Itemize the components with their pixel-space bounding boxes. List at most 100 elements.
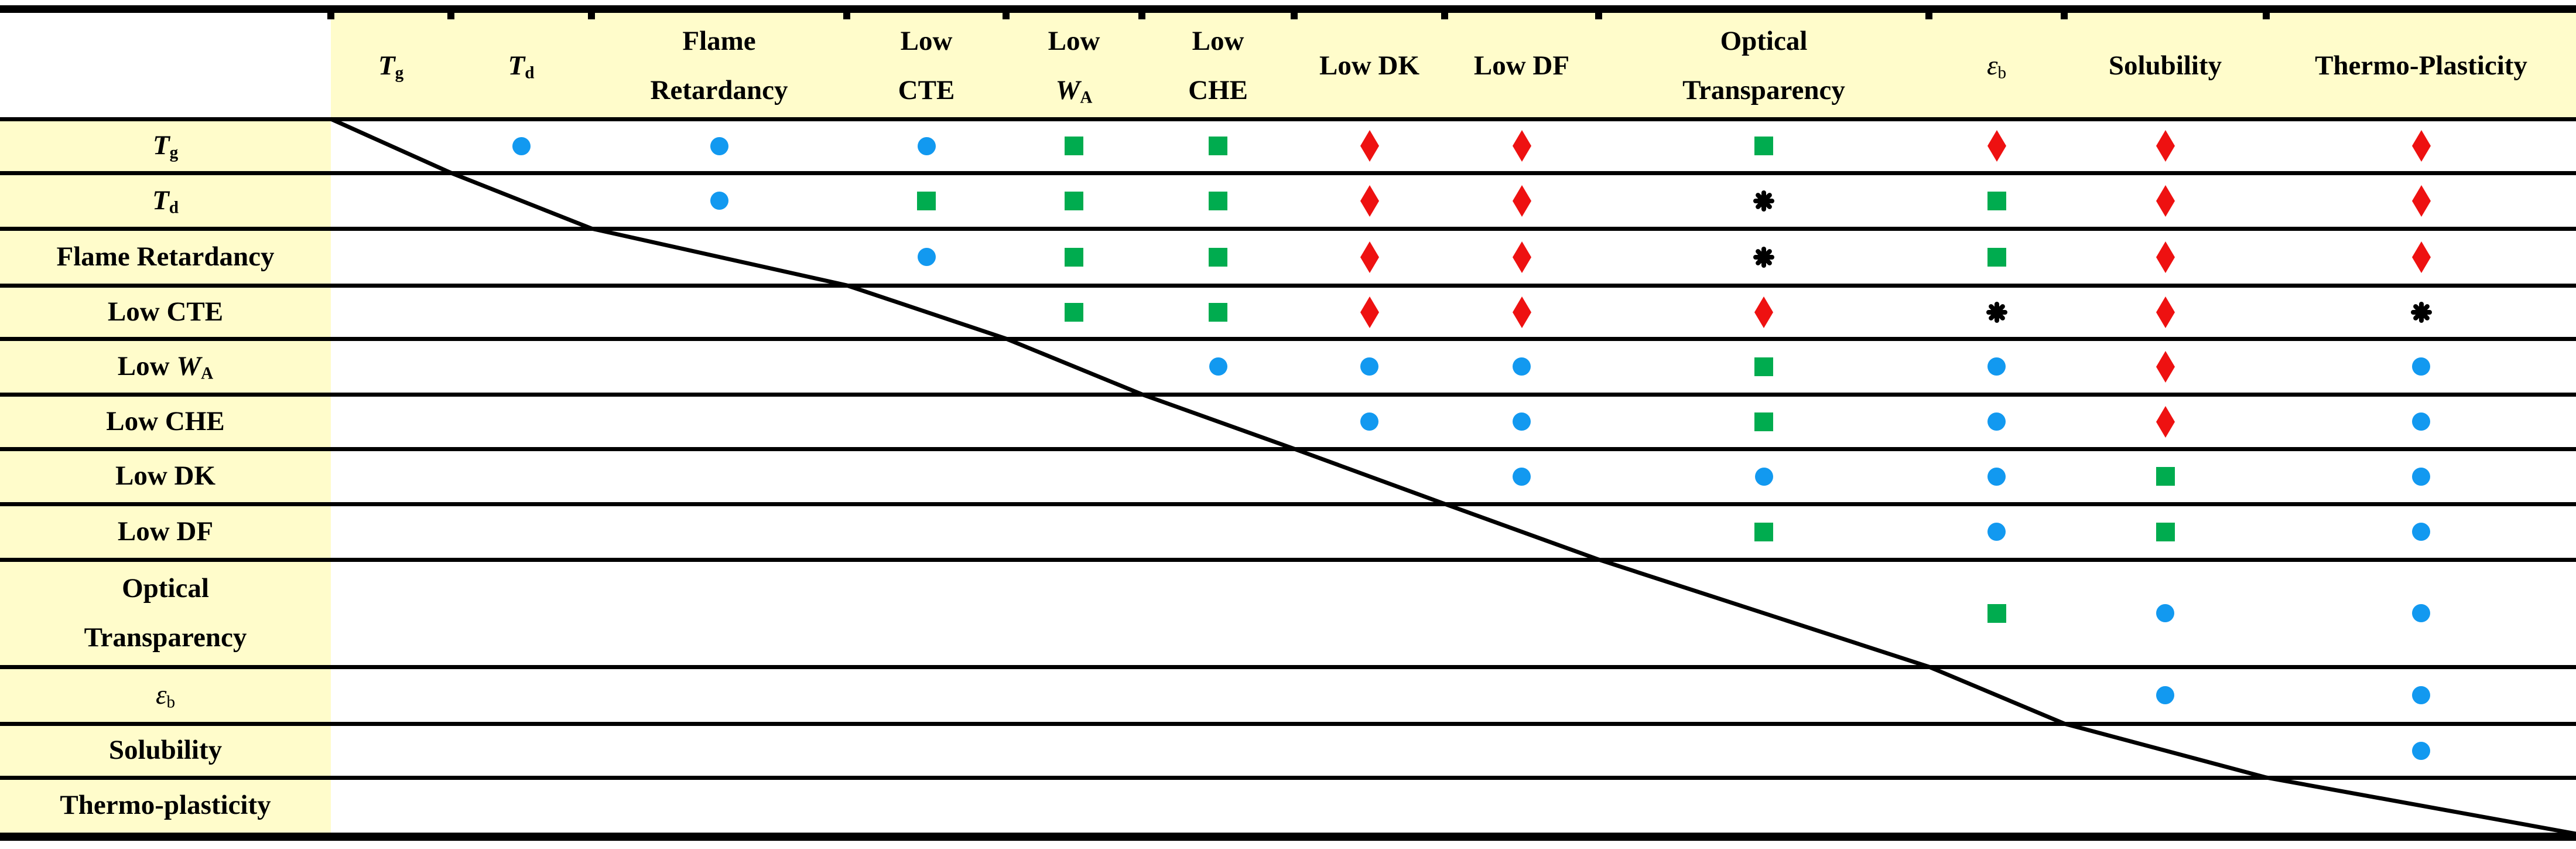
red-diamond-icon bbox=[2156, 405, 2175, 438]
header-label-line: Low CHE bbox=[106, 397, 224, 446]
blue-circle-icon bbox=[2412, 467, 2430, 486]
header-label-segment: Low bbox=[1048, 25, 1100, 56]
matrix-cell-r2-c8 bbox=[1599, 229, 1929, 285]
header-label-segment: Optical bbox=[122, 572, 209, 603]
matrix-cell-r0-c5 bbox=[1142, 119, 1294, 173]
blue-circle-icon bbox=[2412, 686, 2430, 704]
column-boundary-tick bbox=[1441, 13, 1448, 19]
row-header-6: Low DK bbox=[0, 449, 331, 504]
blue-circle-icon bbox=[2412, 357, 2430, 376]
matrix-cell-r1-c11 bbox=[2266, 173, 2576, 229]
green-square-icon bbox=[1065, 137, 1083, 155]
red-diamond-icon bbox=[1754, 296, 1773, 328]
matrix-cell-r5-c9 bbox=[1929, 394, 2064, 449]
header-label-line: Solubility bbox=[109, 726, 222, 775]
matrix-cell-r4-c5 bbox=[1142, 339, 1294, 394]
matrix-cell-r2-c7 bbox=[1445, 229, 1599, 285]
matrix-cell-r4-c8 bbox=[1599, 339, 1929, 394]
matrix-cell-r5-c8 bbox=[1599, 394, 1929, 449]
column-boundary-tick bbox=[1138, 13, 1145, 19]
red-diamond-icon bbox=[2156, 185, 2175, 217]
matrix-cell-r7-c10 bbox=[2064, 504, 2266, 560]
header-label: εb bbox=[156, 671, 175, 720]
header-label-segment: b bbox=[166, 693, 176, 712]
header-label-line: Tg bbox=[378, 42, 403, 91]
matrix-cell-r2-c9 bbox=[1929, 229, 2064, 285]
header-label-segment: Thermo-Plasticity bbox=[2315, 50, 2527, 81]
header-label-line: Low DK bbox=[115, 452, 215, 501]
header-label-segment: Low DK bbox=[1319, 50, 1420, 81]
matrix-cell-r5-c10 bbox=[2064, 394, 2266, 449]
header-label-line: Transparency bbox=[84, 613, 247, 663]
matrix-cell-r4-c9 bbox=[1929, 339, 2064, 394]
green-square-icon bbox=[1209, 137, 1227, 155]
green-square-icon bbox=[1754, 522, 1773, 541]
column-boundary-tick bbox=[2263, 13, 2270, 19]
header-label: Tg bbox=[153, 121, 178, 171]
column-boundary-tick bbox=[1291, 13, 1298, 19]
column-header-5: Low CHE bbox=[1142, 13, 1294, 119]
column-boundary-tick bbox=[2061, 13, 2068, 19]
green-square-icon bbox=[1987, 603, 2006, 623]
header-label-segment: Low DF bbox=[1473, 50, 1570, 81]
table-bottom-border bbox=[0, 833, 2576, 841]
matrix-cell-r2-c4 bbox=[1006, 229, 1142, 285]
blue-circle-icon bbox=[2156, 686, 2174, 704]
row-header-0: Tg bbox=[0, 119, 331, 173]
matrix-cell-r2-c6 bbox=[1294, 229, 1445, 285]
matrix-cell-r2-c11 bbox=[2266, 229, 2576, 285]
matrix-cell-r5-c7 bbox=[1445, 394, 1599, 449]
blue-circle-icon bbox=[917, 137, 936, 155]
matrix-cell-r7-c8 bbox=[1599, 504, 1929, 560]
green-square-icon bbox=[2156, 467, 2175, 486]
row-header-3: Low CTE bbox=[0, 285, 331, 339]
header-label-line: Low DF bbox=[118, 507, 213, 557]
blue-circle-icon bbox=[2412, 412, 2430, 431]
header-label-segment: Low bbox=[117, 350, 177, 381]
matrix-cell-r3-c5 bbox=[1142, 285, 1294, 339]
blue-circle-icon bbox=[1513, 357, 1531, 376]
header-label-segment: Optical bbox=[1720, 25, 1808, 56]
header-label-line: εb bbox=[1987, 42, 2006, 91]
column-boundary-tick bbox=[1925, 13, 1932, 19]
matrix-cell-r6-c8 bbox=[1599, 449, 1929, 504]
matrix-cell-r1-c4 bbox=[1006, 173, 1142, 229]
black-asterisk-icon bbox=[2410, 301, 2433, 323]
column-header-4: Low WA bbox=[1006, 13, 1142, 119]
matrix-cell-r1-c2 bbox=[591, 173, 847, 229]
header-label: Low DK bbox=[115, 452, 215, 501]
green-square-icon bbox=[1209, 247, 1227, 267]
header-label-segment: A bbox=[201, 364, 214, 383]
matrix-cell-r1-c6 bbox=[1294, 173, 1445, 229]
header-label-line: Solubility bbox=[2109, 42, 2222, 91]
header-label: Low DK bbox=[1319, 42, 1419, 91]
header-label-segment: Flame bbox=[682, 25, 756, 56]
red-diamond-icon bbox=[2411, 185, 2431, 217]
header-label: Td bbox=[152, 176, 179, 226]
column-header-11: Thermo-Plasticity bbox=[2266, 13, 2576, 119]
header-label: Low CTE bbox=[898, 17, 955, 115]
red-diamond-icon bbox=[1512, 296, 1531, 328]
blue-circle-icon bbox=[512, 137, 531, 155]
matrix-cell-r0-c1 bbox=[451, 119, 591, 173]
matrix-cell-r5-c6 bbox=[1294, 394, 1445, 449]
matrix-cell-r8-c9 bbox=[1929, 560, 2064, 667]
header-label: εb bbox=[1987, 42, 2006, 91]
column-header-9: εb bbox=[1929, 13, 2064, 119]
header-label-segment: W bbox=[1055, 74, 1080, 105]
red-diamond-icon bbox=[1512, 185, 1531, 217]
matrix-cell-r1-c5 bbox=[1142, 173, 1294, 229]
green-square-icon bbox=[1987, 191, 2006, 210]
header-label-segment: T bbox=[508, 50, 525, 81]
matrix-cell-r0-c3 bbox=[847, 119, 1006, 173]
header-label-segment: Transparency bbox=[1682, 74, 1845, 105]
header-label: Optical Transparency bbox=[84, 564, 247, 662]
green-square-icon bbox=[1209, 302, 1227, 322]
header-label-segment: b bbox=[1997, 63, 2007, 83]
green-square-icon bbox=[1987, 247, 2006, 267]
header-label-line: Transparency bbox=[1682, 66, 1845, 115]
green-square-icon bbox=[1065, 302, 1083, 322]
matrix-cell-r3-c9 bbox=[1929, 285, 2064, 339]
red-diamond-icon bbox=[2411, 241, 2431, 273]
